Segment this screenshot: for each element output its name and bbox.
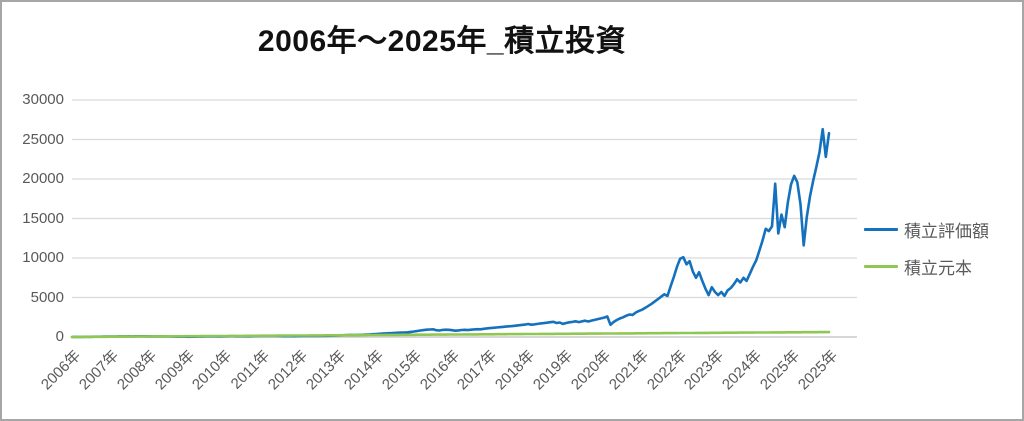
legend-item-principal[interactable]: 積立元本	[864, 252, 1022, 280]
chart-title: 2006年～2025年_積立投資	[257, 25, 627, 58]
legend: 積立評価額 積立元本	[864, 215, 1022, 289]
legend-label: 積立元本	[904, 258, 972, 278]
legend-swatch	[864, 264, 898, 268]
y-tick-label: 15000	[22, 209, 64, 227]
valuation-series-line[interactable]	[70, 127, 831, 339]
y-tick-label: 20000	[22, 170, 64, 187]
y-tick-label: 5000	[30, 288, 64, 306]
y-tick-label: 30000	[22, 91, 64, 108]
y-tick-label: 0	[55, 328, 64, 345]
y-tick-label: 10000	[22, 249, 64, 266]
y-tick-label: 25000	[22, 130, 64, 148]
legend-item-valuation[interactable]: 積立評価額	[864, 215, 1022, 243]
principal-series-line[interactable]	[70, 330, 831, 339]
legend-label: 積立評価額	[904, 221, 989, 241]
legend-swatch	[864, 227, 898, 231]
